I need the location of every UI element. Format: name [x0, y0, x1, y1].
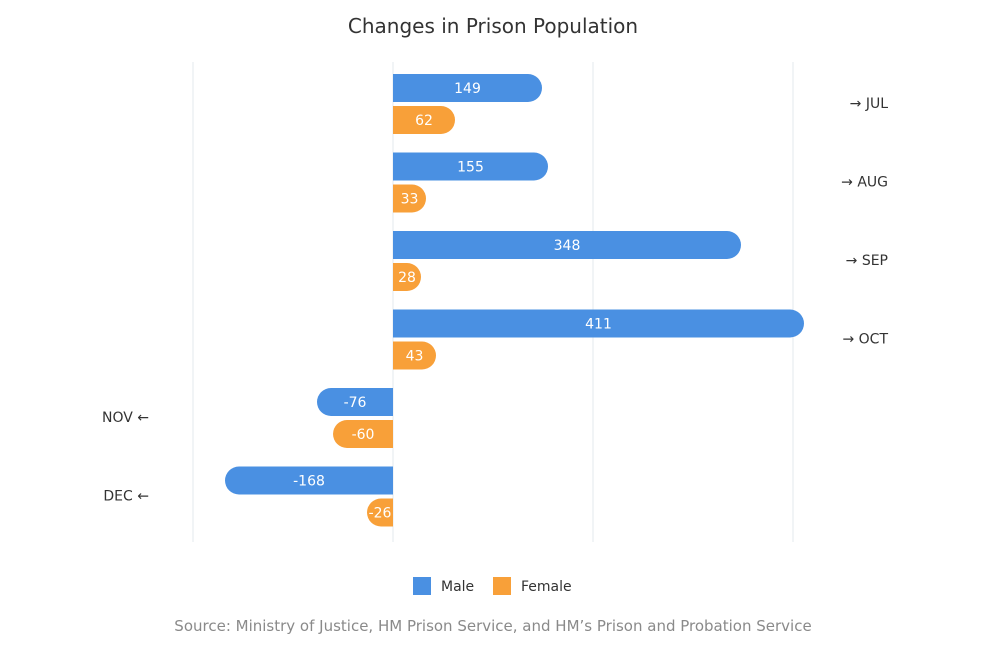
legend[interactable]: Male Female: [413, 577, 572, 595]
legend-swatch-male: [413, 577, 431, 595]
data-label-male-jul: 149: [454, 81, 481, 97]
category-label-sep: → SEP: [846, 253, 888, 269]
data-label-female-oct: 43: [406, 349, 424, 365]
bar-female-oct[interactable]: [393, 341, 437, 370]
bar-female-sep[interactable]: [393, 263, 421, 291]
bar-male-oct[interactable]: [393, 309, 804, 338]
category-labels: → JUL → AUG → SEP → OCT NOV ← DEC ←: [102, 96, 888, 505]
bar-female-nov[interactable]: [333, 420, 393, 448]
data-label-female-nov: -60: [352, 427, 375, 443]
category-label-aug: → AUG: [841, 175, 888, 191]
bar-male-jul[interactable]: [393, 74, 542, 102]
data-label-male-sep: 348: [554, 238, 581, 254]
category-label-nov: NOV ←: [102, 410, 149, 426]
grid-lines: [192, 62, 794, 542]
legend-item-male[interactable]: Male: [413, 577, 474, 595]
data-label-female-aug: 33: [401, 192, 419, 208]
category-label-jul: → JUL: [850, 96, 889, 112]
bar-female-dec[interactable]: [367, 498, 393, 527]
bar-male-dec[interactable]: [225, 466, 393, 495]
bars: 149 62 155 33 348 28 411 43 -76 -60 -168 -26: [225, 74, 804, 527]
data-label-female-jul: 62: [415, 113, 433, 129]
data-label-male-nov: -76: [344, 395, 367, 411]
category-label-dec: DEC ←: [103, 489, 149, 505]
category-label-oct: → OCT: [842, 332, 888, 348]
source-note: Source: Ministry of Justice, HM Prison S…: [174, 617, 811, 635]
data-label-female-dec: -26: [369, 506, 392, 522]
legend-swatch-female: [493, 577, 511, 595]
chart-title: Changes in Prison Population: [348, 14, 638, 38]
bar-male-aug[interactable]: [393, 152, 549, 181]
data-label-male-oct: 411: [585, 317, 612, 333]
data-label-male-aug: 155: [457, 160, 484, 176]
legend-item-female[interactable]: Female: [493, 577, 572, 595]
data-label-female-sep: 28: [398, 270, 416, 286]
data-label-male-dec: -168: [293, 474, 325, 490]
bar-male-sep[interactable]: [393, 231, 741, 259]
bar-female-aug[interactable]: [393, 184, 427, 213]
bar-female-jul[interactable]: [393, 106, 455, 134]
bar-male-nov[interactable]: [317, 388, 393, 416]
legend-label-female: Female: [521, 579, 572, 595]
legend-label-male: Male: [441, 579, 474, 595]
